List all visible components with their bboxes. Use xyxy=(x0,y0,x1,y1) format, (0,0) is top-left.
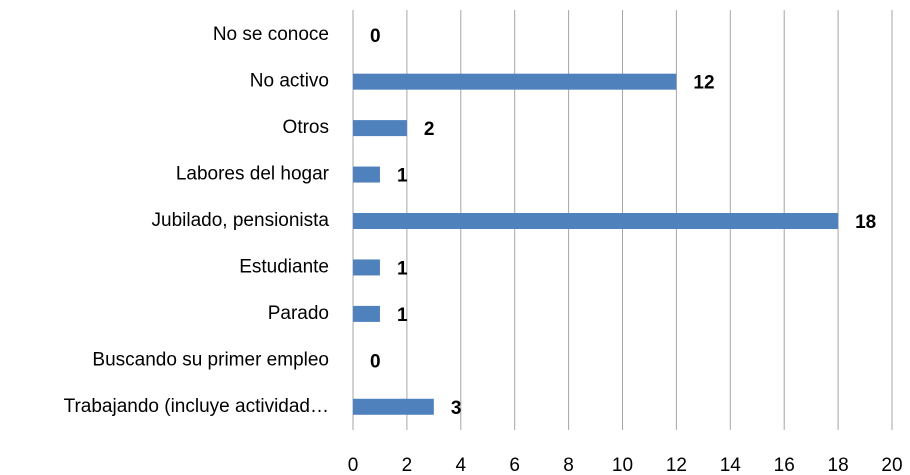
value-label: 2 xyxy=(424,119,435,140)
value-label: 1 xyxy=(397,305,408,326)
value-label: 1 xyxy=(397,166,408,187)
y-tick-label: No se conoce xyxy=(213,24,329,45)
x-tick-label: 12 xyxy=(666,455,687,475)
x-tick-label: 16 xyxy=(774,455,795,475)
bar xyxy=(353,259,380,276)
x-tick-label: 4 xyxy=(456,455,467,475)
bar xyxy=(353,166,380,183)
bar xyxy=(353,73,677,90)
value-label: 0 xyxy=(370,26,381,47)
y-tick-label: Otros xyxy=(283,117,329,138)
x-tick-label: 14 xyxy=(720,455,742,475)
bar xyxy=(353,398,434,415)
value-label: 3 xyxy=(451,398,462,419)
bar xyxy=(353,305,380,322)
bar xyxy=(353,213,839,229)
y-tick-label: Buscando su primer empleo xyxy=(92,349,329,370)
y-tick-label: No activo xyxy=(250,71,329,92)
y-tick-label: Labores del hogar xyxy=(176,164,330,185)
y-tick-label: Estudiante xyxy=(239,256,329,277)
value-label: 0 xyxy=(370,351,381,372)
value-label: 12 xyxy=(693,73,714,94)
y-tick-label: Parado xyxy=(268,303,329,324)
x-tick-label: 20 xyxy=(881,455,902,475)
x-tick-label: 10 xyxy=(612,455,633,475)
value-label: 18 xyxy=(855,212,876,233)
x-tick-label: 2 xyxy=(402,455,413,475)
x-tick-label: 8 xyxy=(563,455,574,475)
value-label: 1 xyxy=(397,258,408,279)
y-tick-label: Trabajando (incluye actividad… xyxy=(64,396,329,417)
x-tick-label: 0 xyxy=(348,455,359,475)
x-tick-label: 6 xyxy=(509,455,520,475)
x-tick-label: 18 xyxy=(828,455,849,475)
bar xyxy=(353,120,407,137)
y-tick-label: Jubilado, pensionista xyxy=(152,210,330,231)
